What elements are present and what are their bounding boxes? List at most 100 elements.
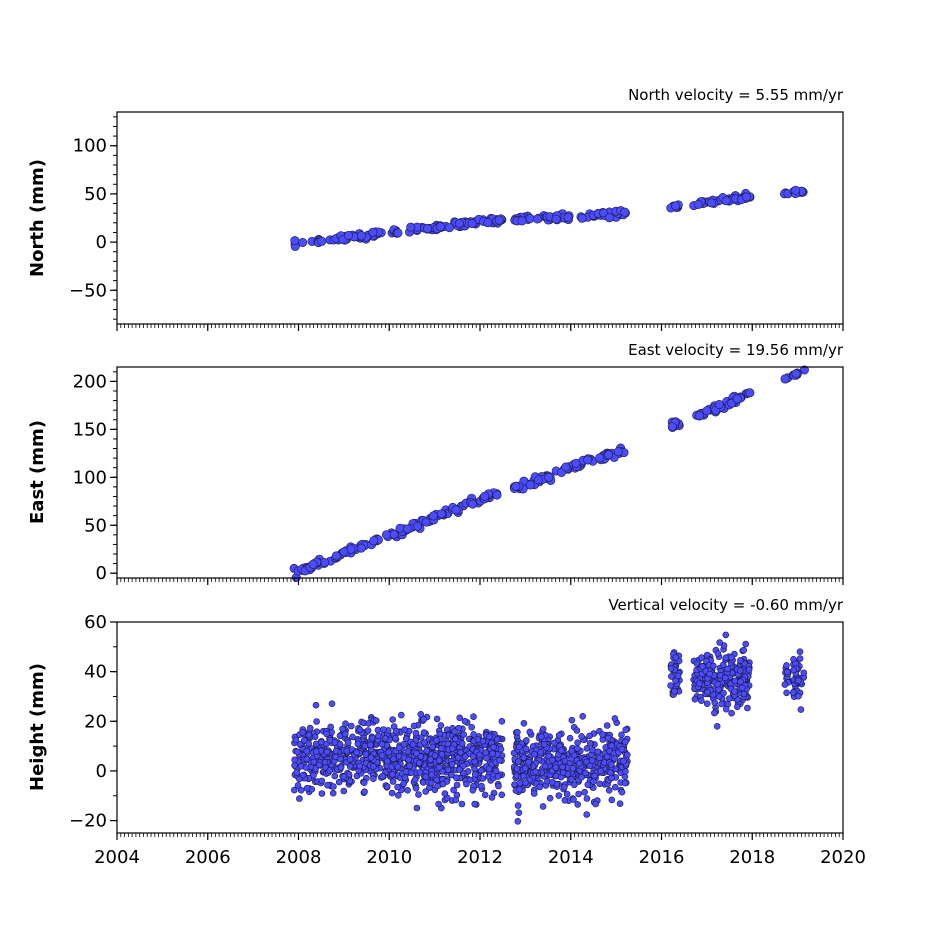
data-point [571, 458, 581, 468]
data-point [480, 491, 490, 501]
data-point [394, 791, 402, 799]
data-point [603, 722, 611, 729]
data-point [489, 750, 496, 757]
data-point [622, 767, 629, 775]
data-point [375, 732, 382, 740]
data-point [305, 731, 313, 739]
data-point [299, 771, 307, 779]
data-point [401, 774, 409, 782]
data-point [796, 648, 804, 656]
data-point [704, 688, 711, 696]
data-point [546, 794, 554, 802]
data-point [667, 682, 674, 689]
y-tick-label: 20 [84, 711, 107, 732]
data-point [495, 782, 502, 790]
data-point [296, 740, 304, 748]
data-point [721, 196, 731, 206]
data-point [381, 530, 391, 540]
data-point [573, 727, 581, 734]
data-point [392, 734, 399, 742]
data-point [349, 733, 356, 741]
data-point [485, 765, 493, 773]
data-point [310, 771, 317, 779]
data-point [596, 780, 604, 788]
x-tick-label: 2016 [639, 847, 685, 868]
data-point [353, 749, 360, 756]
data-point [745, 388, 755, 398]
data-point [715, 693, 723, 700]
data-point [514, 758, 522, 765]
y-tick-label: 50 [84, 184, 107, 205]
data-point [306, 724, 314, 732]
data-point [731, 688, 738, 695]
y-tick-label: 60 [84, 612, 107, 633]
data-point [412, 729, 420, 737]
data-point [326, 767, 334, 774]
data-point [613, 447, 623, 457]
y-tick-label: 0 [96, 563, 107, 584]
data-point [696, 680, 703, 687]
data-point [329, 789, 337, 797]
data-point [579, 712, 587, 720]
data-point [711, 699, 719, 707]
x-tick-label: 2020 [820, 847, 866, 868]
data-point [456, 766, 463, 773]
data-point [438, 750, 446, 758]
data-point [410, 722, 418, 730]
data-point [674, 672, 682, 680]
data-point [337, 764, 345, 771]
data-point [599, 208, 609, 218]
data-point [583, 795, 591, 802]
data-point [722, 631, 730, 639]
data-point [433, 776, 441, 784]
data-point [591, 772, 598, 780]
data-point [781, 681, 789, 688]
data-point [555, 792, 563, 799]
data-point [356, 726, 364, 734]
data-point [427, 756, 434, 763]
data-point [389, 716, 397, 723]
data-point [383, 757, 391, 765]
data-point [323, 730, 330, 738]
data-point [298, 238, 308, 248]
data-point [452, 774, 460, 782]
x-tick-label: 2004 [94, 847, 140, 868]
data-point [790, 666, 798, 674]
data-point [413, 750, 420, 757]
data-point [536, 783, 544, 791]
data-point [551, 214, 561, 224]
data-point [463, 780, 470, 788]
data-point [722, 705, 730, 713]
data-point [468, 499, 478, 509]
east-axis-label: East (mm) [27, 420, 48, 524]
data-point [583, 455, 593, 465]
data-point [294, 782, 302, 789]
data-point [573, 745, 581, 752]
data-point [537, 748, 544, 756]
data-point [574, 739, 581, 747]
data-point [448, 760, 456, 768]
data-point [719, 661, 727, 669]
data-point [312, 701, 320, 709]
data-point [318, 790, 326, 797]
data-point [428, 511, 438, 521]
data-point [354, 740, 362, 748]
data-point [623, 751, 631, 759]
data-point [780, 374, 790, 384]
data-point [324, 781, 331, 789]
data-point [323, 748, 331, 756]
data-point [559, 763, 566, 771]
data-point [367, 754, 375, 761]
data-point [521, 764, 529, 772]
data-point [541, 762, 549, 770]
data-point [346, 755, 354, 763]
data-point [312, 748, 320, 755]
height-panel: Vertical velocity = -0.60 mm/yr Height (… [27, 596, 866, 868]
data-point [604, 213, 614, 223]
data-point [498, 791, 506, 799]
data-point [370, 775, 377, 783]
data-point [411, 776, 419, 784]
data-point [435, 757, 443, 764]
data-point [444, 740, 452, 748]
data-point [409, 741, 417, 748]
